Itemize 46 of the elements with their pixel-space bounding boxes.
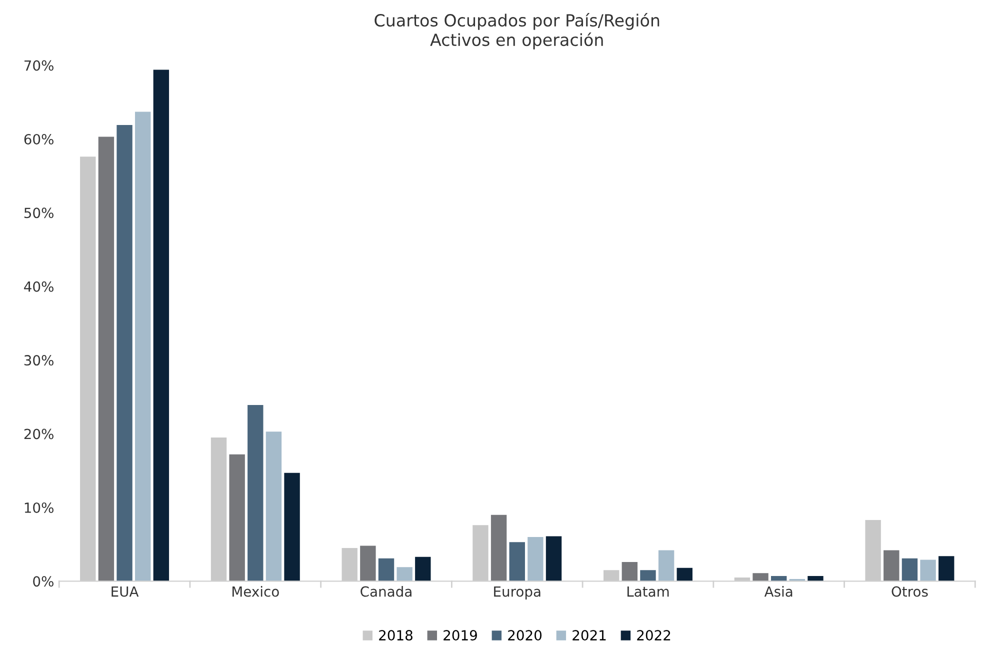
bar xyxy=(266,432,282,582)
y-tick-label: 30% xyxy=(24,355,54,366)
bar xyxy=(284,472,300,582)
legend-label: 2019 xyxy=(444,630,477,641)
bar xyxy=(546,536,562,582)
bar xyxy=(640,570,656,582)
bar xyxy=(490,514,507,582)
legend-label: 2022 xyxy=(637,630,670,641)
bar xyxy=(360,546,376,582)
y-tick-label: 50% xyxy=(24,208,54,218)
bar xyxy=(676,568,692,582)
bar xyxy=(920,560,936,582)
bar xyxy=(135,112,151,582)
bar xyxy=(98,136,114,582)
bar xyxy=(884,550,900,582)
y-tick-label: 70% xyxy=(24,60,54,71)
bar xyxy=(509,542,525,582)
y-tick-label: 20% xyxy=(24,428,54,440)
bar xyxy=(229,454,245,582)
x-tick-label: Latam xyxy=(627,586,669,597)
legend-label: 2020 xyxy=(508,630,542,641)
y-tick-label: 10% xyxy=(24,502,54,513)
x-tick-label: Europa xyxy=(494,586,540,600)
bar xyxy=(248,405,264,582)
bar xyxy=(116,124,132,582)
x-tick-label: Mexico xyxy=(232,586,279,597)
chart-title: Cuartos Ocupados por País/Región Activos en operación xyxy=(374,13,660,50)
legend-label: 2018 xyxy=(379,630,412,641)
x-tick-label: Canada xyxy=(360,586,412,597)
bar xyxy=(622,562,638,582)
y-tick-label: 40% xyxy=(24,281,54,292)
x-tick-label: EUA xyxy=(112,586,139,597)
bar xyxy=(752,573,768,582)
bar xyxy=(528,536,544,582)
bar xyxy=(902,558,918,582)
bar xyxy=(396,567,412,582)
bar xyxy=(938,556,954,582)
y-tick-label: 0% xyxy=(33,576,54,587)
legend-label: 2021 xyxy=(572,630,606,641)
y-tick-label: 60% xyxy=(24,134,54,144)
x-tick-label: Asia xyxy=(764,586,792,597)
bar xyxy=(415,556,431,582)
bar xyxy=(378,558,394,582)
bar xyxy=(153,70,170,582)
bar xyxy=(658,550,674,582)
x-tick-label: Otros xyxy=(892,586,928,597)
